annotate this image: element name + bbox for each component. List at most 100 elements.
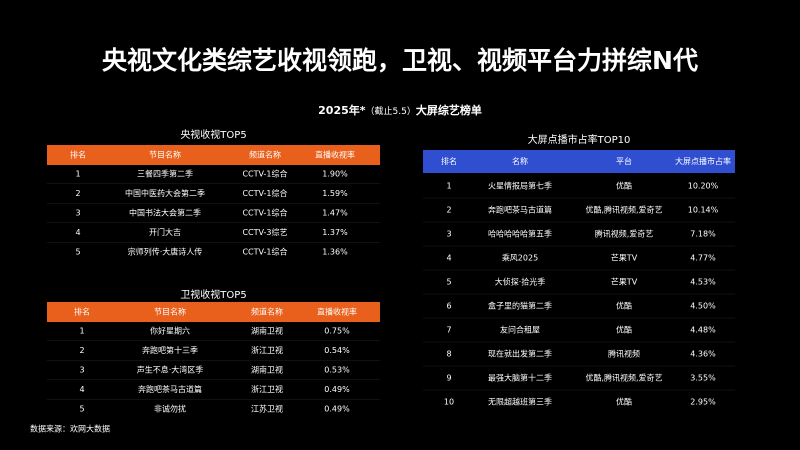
cell: 5 [446,278,451,287]
cell: 最强大脑第十二季 [488,373,552,383]
cell: 中国书法大会第二季 [129,208,201,218]
cell: 3 [75,209,80,218]
cell: 奔跑吧第十三季 [142,345,198,355]
column-header: 直播收视率 [315,150,355,160]
cell: 开门大吉 [149,227,181,237]
cell: 1.37% [322,228,348,237]
cell: 0.49% [324,385,350,394]
cell: CCTV-1综合 [242,247,287,257]
source: 数据来源：欢网大数据 [30,424,110,434]
cell: 浙江卫视 [251,384,283,394]
cell: CCTV-3综艺 [242,227,287,237]
cell: 优酷 [616,301,632,311]
column-header: 节目名称 [149,150,181,160]
cell: 7 [446,326,451,335]
cell: 无限超越班第三季 [488,397,552,407]
cell: 4.53% [690,278,716,287]
column-header: 平台 [616,156,632,166]
column-header: 大屏点播市占率 [675,156,731,166]
cell: 2 [446,206,451,215]
table-title: 央视收视TOP5 [180,128,246,141]
cell: 友问合租屋 [500,325,540,335]
cell: 哈哈哈哈哈第五季 [488,229,552,239]
cell: 乘风2025 [502,253,538,263]
column-header: 频道名称 [249,150,281,160]
cell: 10 [444,398,454,407]
cell: 芒果TV [611,253,638,263]
cell: 湖南卫视 [251,326,283,336]
cell: 宗师列传·大唐诗人传 [128,247,203,257]
cell: 7.18% [690,230,716,239]
cell: CCTV-1综合 [242,188,287,198]
cell: 三餐四季第二季 [137,169,193,179]
cell: 2 [79,346,84,355]
cell: 中国中医药大会第二季 [125,188,205,198]
cell: 盒子里的猫第二季 [488,301,552,311]
column-header: 直播收视率 [317,307,357,317]
table-title: 大屏点播市占率TOP10 [528,133,631,146]
cell: 4.36% [690,350,716,359]
table-header [423,150,735,173]
title: 央视文化类综艺收视领跑，卫视、视频平台力拼综N代 [102,46,698,75]
column-header: 节目名称 [154,307,186,317]
cell: 奔跑吧茶马古道篇 [488,205,552,215]
cell: 4.77% [690,254,716,263]
subtitle-date: （截止5.5） [366,105,416,117]
cell: 优酷,腾讯视频,爱奇艺 [585,373,662,383]
cell: 4.48% [690,326,716,335]
cell: 4.50% [690,302,716,311]
table-title: 卫视收视TOP5 [180,288,246,301]
column-header: 排名 [74,307,90,317]
cell: 10.14% [688,206,719,215]
column-header: 排名 [441,156,457,166]
cell: CCTV-1综合 [242,169,287,179]
cell: 1 [446,182,451,191]
cell: 优酷 [616,397,632,407]
cell: 火星情报局第七季 [488,181,552,191]
cell: 非诚勿扰 [154,404,186,414]
cell: 0.54% [324,346,350,355]
table-header [47,145,380,165]
cell: 9 [446,374,451,383]
cell: 8 [446,350,451,359]
subtitle-name: 大屏综艺榜单 [416,103,482,117]
column-header: 频道名称 [251,307,283,317]
cell: 优酷 [616,181,632,191]
cell: 3 [79,366,84,375]
cell: 1.36% [322,248,348,257]
cell: 0.49% [324,405,350,414]
subtitle: 2025年*（截止5.5）大屏综艺榜单 [318,103,482,117]
cell: 1.47% [322,209,348,218]
cell: 5 [75,248,80,257]
column-header: 名称 [512,156,528,166]
cell: 优酷,腾讯视频,爱奇艺 [585,205,662,215]
cell: 现在就出发第二季 [488,349,552,359]
cell: 腾讯视频 [608,349,640,359]
cell: 5 [79,405,84,414]
subtitle-year: 2025年* [318,103,366,117]
cell: 1 [79,327,84,336]
cell: 1 [75,170,80,179]
cell: 6 [446,302,451,311]
column-header: 排名 [70,150,86,160]
table-header [47,302,380,322]
cell: 4 [446,254,451,263]
cell: 4 [75,228,80,237]
cell: 3.55% [690,374,716,383]
cell: 1.59% [322,189,348,198]
cell: 0.75% [324,327,350,336]
cell: 芒果TV [611,277,638,287]
cell: 浙江卫视 [251,345,283,355]
cell: 优酷 [616,325,632,335]
cell: 腾讯视频,爱奇艺 [595,229,654,239]
cell: 4 [79,385,84,394]
cell: 3 [446,230,451,239]
cell: 0.53% [324,366,350,375]
cell: 10.20% [688,182,719,191]
cell: 江苏卫视 [251,404,283,414]
cell: 2 [75,189,80,198]
cell: 声生不息·大湾区季 [137,365,204,375]
cell: 大侦探·拾光季 [495,277,546,287]
